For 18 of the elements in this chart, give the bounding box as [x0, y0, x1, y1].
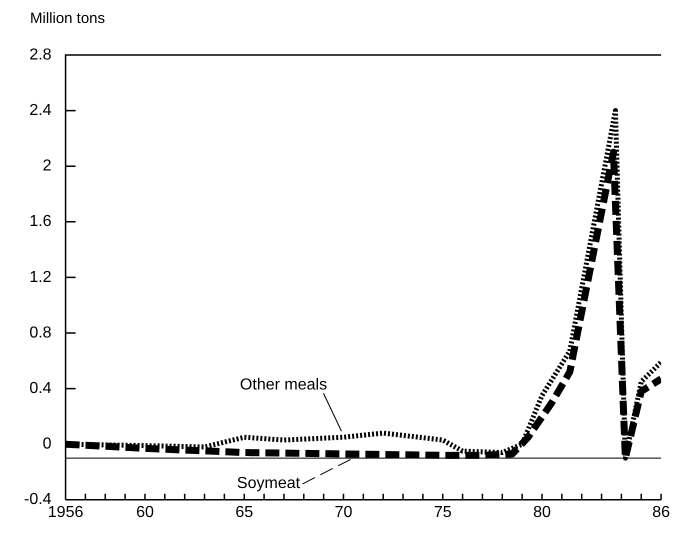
x-tick-label: 80 [533, 504, 551, 521]
x-tick-label: 75 [434, 504, 452, 521]
y-tick-label: 1.6 [29, 213, 52, 230]
x-tick-label: 1956 [48, 504, 84, 521]
y-tick-label: 2 [42, 158, 52, 175]
y-tick-label: 0.8 [29, 324, 52, 342]
y-axis-title: Million tons [30, 10, 106, 27]
x-tick-label: 86 [652, 504, 670, 521]
x-tick-label: 65 [235, 504, 254, 521]
y-tick-label: 1.2 [29, 268, 52, 286]
y-tick-label: 2.4 [29, 102, 52, 120]
y-tick-label: 0.4 [29, 380, 52, 398]
x-tick-label: 70 [334, 504, 352, 521]
series-label: Soymeat [236, 474, 301, 492]
text: Other meals [240, 376, 328, 394]
y-tick-label: 0 [42, 436, 52, 453]
x-tick-label: 60 [136, 504, 154, 521]
y-tick-label: 2.8 [29, 46, 52, 64]
